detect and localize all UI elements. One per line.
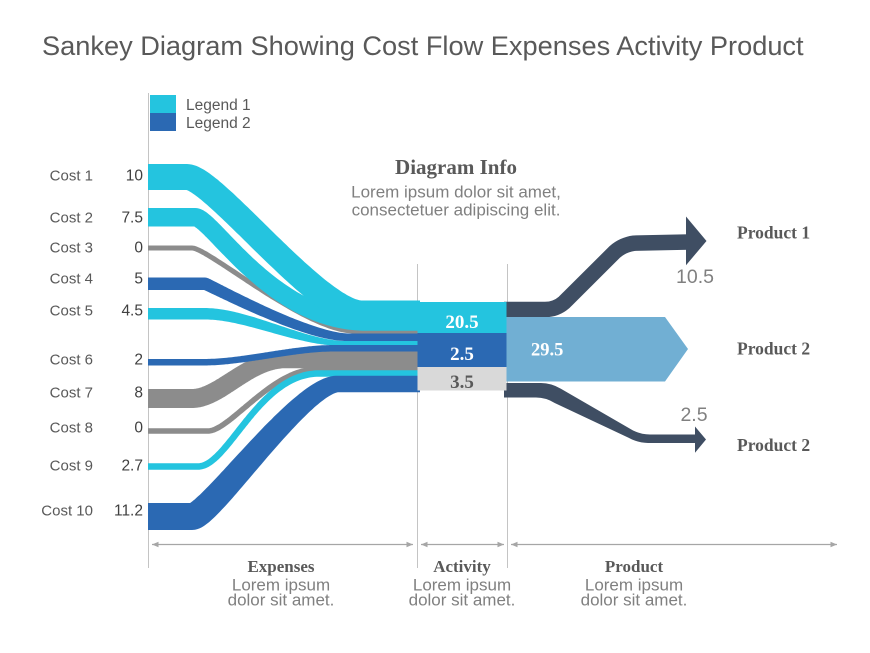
svg-text:Cost 10: Cost 10: [41, 502, 93, 519]
svg-text:Cost 7: Cost 7: [50, 384, 93, 401]
svg-text:Lorem ipsum: Lorem ipsum: [585, 576, 683, 595]
svg-text:11.2: 11.2: [114, 502, 143, 519]
svg-text:Cost 3: Cost 3: [50, 239, 93, 256]
svg-text:Activity: Activity: [433, 557, 491, 576]
svg-text:2.5: 2.5: [450, 344, 474, 365]
svg-text:Legend 2: Legend 2: [186, 115, 251, 132]
svg-text:Cost 1: Cost 1: [50, 167, 93, 184]
svg-text:Lorem ipsum dolor sit amet,: Lorem ipsum dolor sit amet,: [351, 183, 561, 202]
svg-text:0: 0: [134, 239, 143, 256]
svg-text:Cost 8: Cost 8: [50, 419, 93, 436]
svg-text:Cost 4: Cost 4: [50, 270, 93, 287]
svg-text:20.5: 20.5: [445, 312, 478, 333]
svg-text:Lorem ipsum: Lorem ipsum: [413, 576, 511, 595]
svg-text:consectetuer adipiscing elit.: consectetuer adipiscing elit.: [352, 201, 561, 220]
svg-text:Lorem ipsum: Lorem ipsum: [232, 576, 330, 595]
svg-text:Product 1: Product 1: [737, 223, 810, 243]
svg-text:10.5: 10.5: [676, 266, 714, 288]
svg-text:Diagram Info: Diagram Info: [395, 155, 517, 179]
svg-text:Legend 1: Legend 1: [186, 97, 251, 114]
svg-text:Cost 2: Cost 2: [50, 209, 93, 226]
svg-text:0: 0: [134, 419, 143, 436]
svg-text:29.5: 29.5: [531, 341, 563, 361]
svg-text:2: 2: [134, 351, 143, 368]
svg-text:dolor sit amet.: dolor sit amet.: [228, 591, 335, 610]
svg-text:dolor sit amet.: dolor sit amet.: [581, 591, 688, 610]
svg-text:dolor sit amet.: dolor sit amet.: [409, 591, 516, 610]
svg-text:Product 2: Product 2: [737, 339, 810, 359]
svg-text:Cost 6: Cost 6: [50, 351, 93, 368]
svg-text:2.7: 2.7: [121, 457, 143, 474]
svg-text:Cost 5: Cost 5: [50, 302, 93, 319]
svg-text:Expenses: Expenses: [247, 557, 314, 576]
svg-text:Sankey Diagram Showing Cost Fl: Sankey Diagram Showing Cost Flow Expense…: [42, 30, 804, 61]
svg-text:Product: Product: [605, 557, 664, 576]
svg-text:3.5: 3.5: [450, 372, 474, 393]
svg-text:5: 5: [134, 270, 143, 287]
svg-text:Cost 9: Cost 9: [50, 457, 93, 474]
svg-text:Product 2: Product 2: [737, 435, 810, 455]
svg-text:10: 10: [126, 167, 144, 184]
svg-text:4.5: 4.5: [121, 302, 143, 319]
svg-text:8: 8: [134, 384, 143, 401]
svg-text:7.5: 7.5: [121, 209, 143, 226]
svg-text:2.5: 2.5: [680, 404, 707, 426]
